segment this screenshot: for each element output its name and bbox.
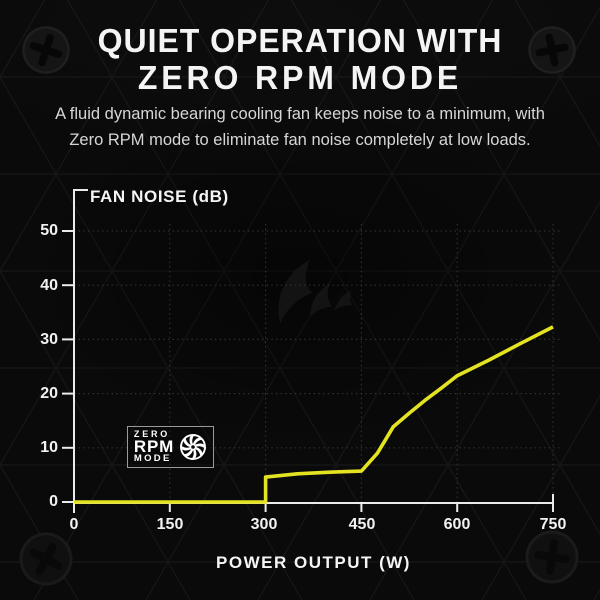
screw-icon: [528, 26, 576, 74]
badge-zero-label: ZERO: [133, 429, 171, 439]
x-tick-label: 0: [69, 516, 79, 533]
subtitle-line2: Zero RPM mode to eliminate fan noise com…: [69, 131, 531, 149]
x-axis-title: POWER OUTPUT (W): [216, 553, 411, 572]
subtitle-line1: A fluid dynamic bearing cooling fan keep…: [55, 105, 545, 123]
page-title: QUIET OPERATION WITH ZERO RPM MODE: [0, 22, 600, 96]
fan-icon: [180, 434, 207, 460]
y-tick-label: 50: [40, 222, 58, 239]
badge-rpm-label: RPM: [133, 437, 175, 456]
screw-icon: [22, 26, 70, 74]
y-tick-label: 10: [40, 439, 58, 456]
x-tick-label: 750: [539, 516, 567, 533]
corsair-sails-logo-watermark: [278, 259, 353, 325]
zero-rpm-mode-text: ZERO RPM MODE: [134, 430, 174, 464]
screw-icon: [525, 530, 579, 584]
x-tick-label: 450: [348, 516, 376, 533]
y-axis-title: FAN NOISE (dB): [90, 187, 229, 206]
y-tick-label: 20: [40, 385, 58, 402]
badge-mode-label: MODE: [133, 453, 172, 464]
x-tick-label: 300: [250, 516, 278, 533]
y-tick-label: 40: [40, 277, 58, 294]
page-title-line2: ZERO RPM MODE: [137, 59, 463, 96]
x-tick-label: 150: [156, 516, 184, 533]
zero-rpm-mode-badge: ZERO RPM MODE: [127, 426, 214, 468]
page-title-line1: QUIET OPERATION WITH: [97, 22, 503, 59]
page-subtitle: A fluid dynamic bearing cooling fan keep…: [20, 101, 580, 153]
x-tick-label: 600: [443, 516, 471, 533]
screw-icon: [19, 532, 73, 586]
y-tick-label: 0: [49, 493, 58, 510]
y-tick-label: 30: [40, 331, 58, 348]
